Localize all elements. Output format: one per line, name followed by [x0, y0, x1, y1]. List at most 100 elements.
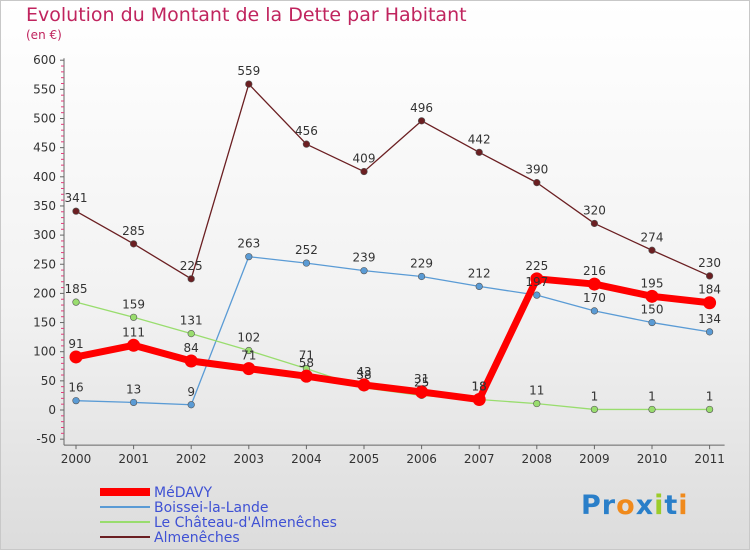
data-label: 263 [237, 237, 260, 251]
data-label: 134 [698, 312, 721, 326]
data-point [299, 369, 313, 383]
data-label: 195 [641, 276, 664, 290]
data-label: 131 [180, 314, 203, 328]
data-label: 9 [187, 385, 195, 399]
data-label: 18 [472, 380, 487, 394]
x-tick-label: 2008 [522, 452, 553, 466]
logo-letter: t [664, 490, 679, 521]
data-point [187, 401, 195, 409]
data-point [357, 378, 371, 392]
data-label: 197 [525, 275, 548, 289]
data-label: 38 [356, 368, 371, 382]
data-label: 71 [241, 349, 256, 363]
data-label: 216 [583, 264, 606, 278]
data-label: 102 [237, 331, 260, 345]
x-tick-label: 2009 [579, 452, 610, 466]
data-label: 170 [583, 291, 606, 305]
data-point [187, 275, 195, 283]
data-point [533, 179, 541, 187]
data-point [245, 346, 253, 355]
data-point [242, 362, 256, 376]
data-point [645, 289, 659, 303]
data-point [187, 330, 195, 338]
data-label: 496 [410, 101, 433, 115]
data-point [590, 405, 599, 414]
data-point [418, 272, 426, 281]
data-label: 159 [122, 297, 145, 311]
series-line [72, 275, 714, 404]
data-label: 229 [410, 256, 433, 270]
data-point [360, 167, 368, 176]
data-label: 111 [122, 325, 145, 339]
data-point [533, 291, 541, 299]
data-label: 274 [641, 230, 664, 244]
data-point [130, 313, 138, 321]
data-point [590, 307, 599, 315]
data-point [245, 80, 253, 88]
data-point [533, 399, 541, 408]
data-point [72, 207, 80, 215]
x-tick-label: 2006 [406, 452, 437, 466]
data-label: 320 [583, 203, 606, 217]
y-tick-label: 150 [33, 316, 56, 330]
x-tick-label: 2003 [234, 452, 265, 466]
data-label: 559 [237, 64, 260, 78]
series-line [75, 256, 711, 406]
x-tick-label: 2000 [61, 452, 92, 466]
data-label: 150 [641, 303, 664, 317]
y-tick-label: 0 [48, 403, 56, 417]
y-tick-label: -50 [36, 432, 56, 446]
y-tick-label: 500 [33, 112, 56, 126]
data-point [72, 298, 80, 306]
data-label: 252 [295, 243, 318, 257]
y-tick-label: 250 [33, 257, 56, 271]
data-label: 71 [299, 349, 314, 363]
data-point [418, 117, 426, 125]
data-label: 31 [414, 372, 429, 386]
data-label: 239 [353, 251, 376, 265]
data-label: 84 [184, 341, 199, 355]
x-tick-label: 2010 [637, 452, 668, 466]
y-tick-label: 100 [33, 345, 56, 359]
y-tick-label: 300 [33, 228, 56, 242]
data-point [703, 296, 717, 310]
data-point [705, 328, 714, 336]
chart-title: Evolution du Montant de la Dette par Hab… [26, 4, 467, 26]
data-label: 16 [68, 381, 83, 395]
x-tick-label: 2001 [118, 452, 149, 466]
data-point [705, 405, 714, 414]
logo-letter: P [581, 490, 602, 521]
data-label: 43 [356, 365, 371, 379]
data-label: 409 [353, 152, 376, 166]
legend-label: MéDAVY [154, 485, 212, 501]
data-point [475, 282, 483, 291]
data-label: 212 [468, 266, 491, 280]
y-tick-label: 50 [41, 374, 56, 388]
legend-label: Boissei-la-Lande [154, 500, 268, 516]
y-tick-label: 350 [33, 199, 56, 213]
x-tick-label: 2004 [291, 452, 322, 466]
data-point [475, 148, 483, 156]
y-tick-label: 200 [33, 286, 56, 300]
data-point [127, 338, 141, 352]
y-tick-label: 600 [33, 53, 56, 67]
y-tick-label: 400 [33, 170, 56, 184]
x-tick-label: 2002 [176, 452, 207, 466]
y-tick-label: 550 [33, 82, 56, 96]
logo-letter: o [616, 490, 636, 521]
data-label: 285 [122, 224, 145, 238]
data-point [69, 350, 83, 364]
proxiti-logo: Proxiti [581, 490, 689, 521]
data-label: 225 [180, 259, 203, 273]
data-label: 185 [65, 282, 88, 296]
data-point [705, 272, 714, 280]
data-label: 456 [295, 124, 318, 138]
data-label: 1 [591, 389, 599, 403]
data-label: 341 [65, 191, 88, 205]
data-label: 91 [68, 337, 83, 351]
logo-letter: i [678, 490, 689, 521]
data-point [590, 219, 599, 228]
data-label: 184 [698, 283, 721, 297]
data-point [648, 246, 656, 254]
